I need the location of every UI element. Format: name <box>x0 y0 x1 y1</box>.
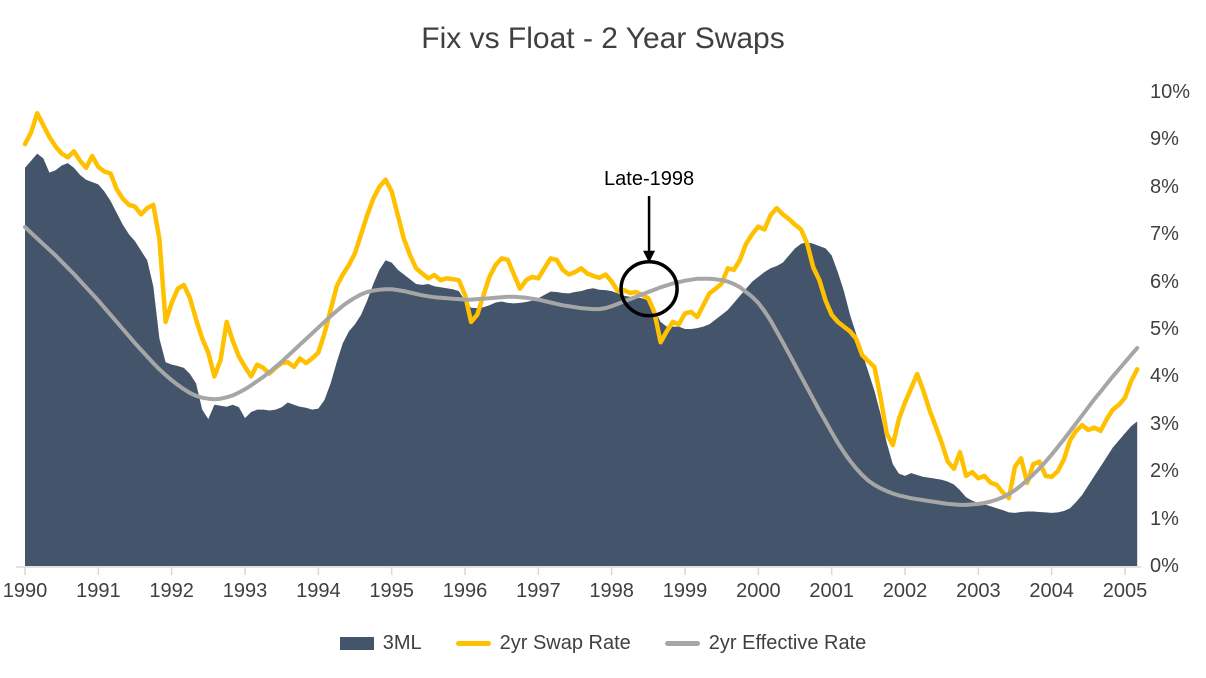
legend-item: 2yr Effective Rate <box>664 632 867 655</box>
y-tick-label: 7% <box>1150 223 1179 246</box>
y-tick-label: 1% <box>1150 507 1179 530</box>
y-tick-label: 10% <box>1150 81 1191 103</box>
x-tick-label: 2000 <box>736 580 781 602</box>
x-tick-label: 1997 <box>516 580 561 602</box>
x-tick-label: 1993 <box>222 580 268 602</box>
legend-swatch <box>339 637 374 650</box>
legend-swatch <box>455 641 491 646</box>
y-tick-label: 9% <box>1150 128 1179 151</box>
x-tick-label: 1999 <box>662 580 708 602</box>
area-3ml <box>25 153 1138 566</box>
y-tick-label: 6% <box>1150 270 1179 293</box>
x-tick-label: 2001 <box>809 580 854 602</box>
y-tick-label: 3% <box>1150 412 1179 435</box>
y-tick-label: 5% <box>1150 318 1179 340</box>
x-tick-label: 1991 <box>76 580 121 602</box>
x-tick-label: 1992 <box>149 580 194 602</box>
legend-item: 2yr Swap Rate <box>455 632 631 655</box>
x-tick-label: 1990 <box>2 580 48 602</box>
x-tick-label: 1995 <box>369 580 414 602</box>
legend-label: 3ML <box>382 632 422 654</box>
y-tick-label: 4% <box>1150 365 1179 388</box>
legend-label: 2yr Effective Rate <box>708 632 867 654</box>
x-tick-label: 2004 <box>1029 580 1074 602</box>
legend-label: 2yr Swap Rate <box>499 632 631 654</box>
line-2yr-swap-rate <box>22 111 1140 501</box>
annotation-arrowhead <box>643 250 656 263</box>
x-tick-label: 1996 <box>442 580 488 602</box>
legend-swatch <box>664 641 700 646</box>
y-tick-label: 8% <box>1150 175 1179 198</box>
annotation-circle <box>619 259 679 318</box>
x-tick-label: 2002 <box>882 580 928 602</box>
legend-item: 3ML <box>339 632 422 655</box>
x-tick-label: 1994 <box>296 580 341 602</box>
line-2yr-effective-rate <box>23 225 1140 507</box>
x-tick-label: 2003 <box>956 580 1001 602</box>
chart-title: Fix vs Float - 2 Year Swaps <box>421 22 785 55</box>
x-tick-label: 1998 <box>589 580 634 602</box>
annotation-label: Late-1998 <box>604 168 695 190</box>
y-tick-label: 0% <box>1150 555 1179 577</box>
x-tick-label: 2005 <box>1102 580 1148 602</box>
legend: 3ML 2yr Swap Rate 2yr Effective Rate <box>0 632 1206 655</box>
y-tick-label: 2% <box>1150 460 1179 483</box>
